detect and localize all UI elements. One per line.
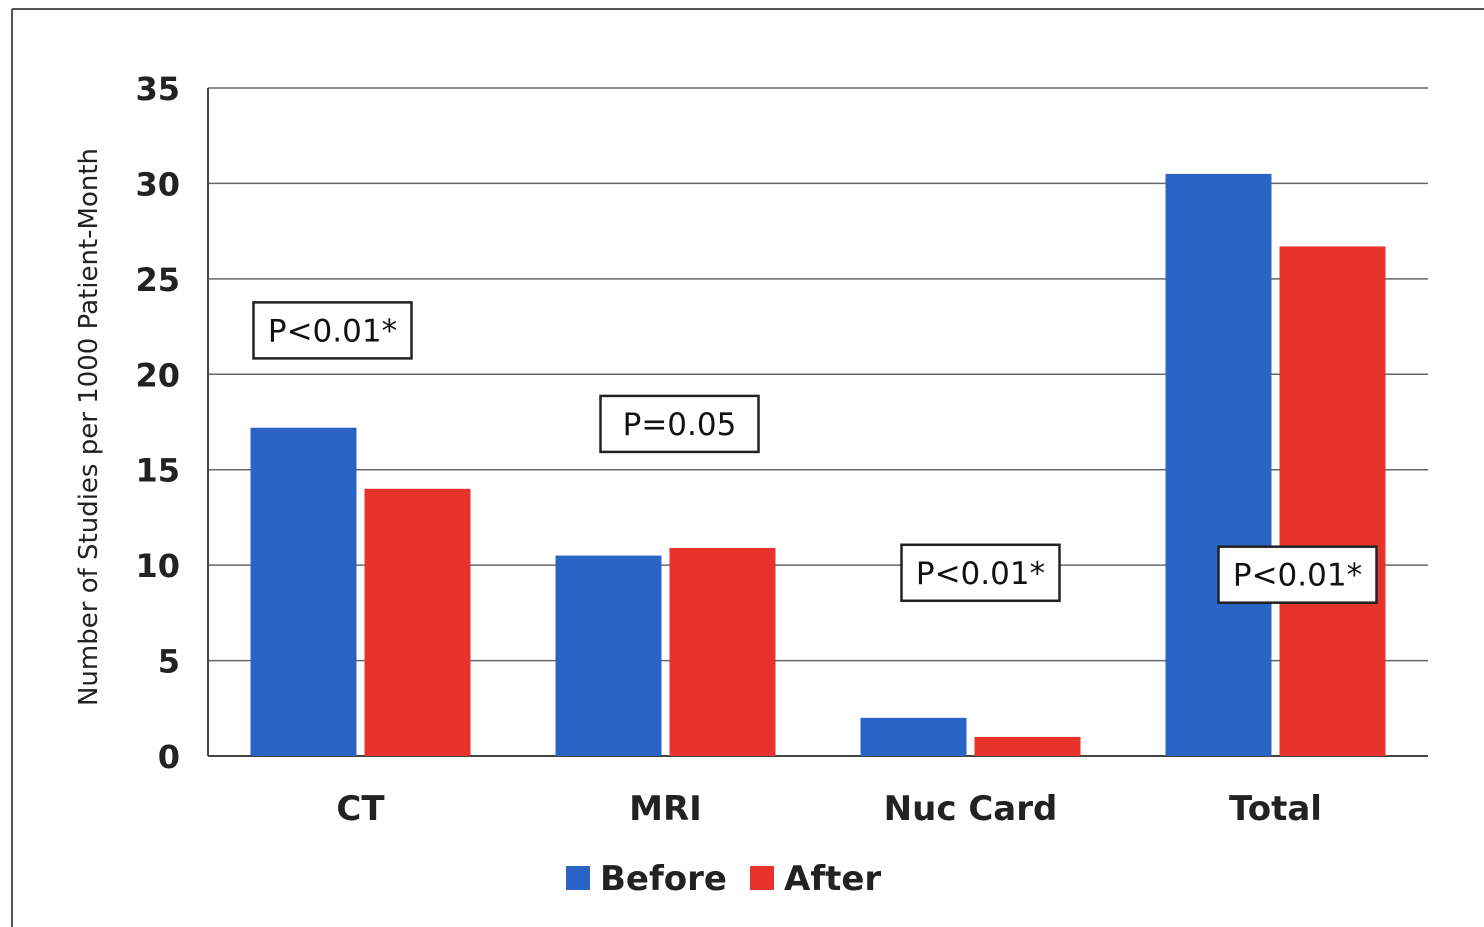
x-tick-label: Total: [1229, 789, 1322, 829]
x-tick-label: MRI: [629, 789, 702, 829]
p-value-box: [252, 301, 413, 360]
bar-before-ct: [250, 427, 357, 756]
p-value-label: P<0.01*: [268, 313, 397, 349]
y-tick-label: 10: [135, 547, 180, 585]
legend-swatch-before: [566, 866, 590, 890]
legend-label-before: Before: [600, 859, 727, 899]
bar-before-nuc-card: [860, 717, 967, 756]
legend-label-after: After: [784, 859, 881, 899]
p-value-box: [1217, 545, 1378, 604]
y-tick-label: 20: [135, 356, 180, 394]
p-value-label: P=0.05: [623, 407, 737, 443]
bar-after-mri: [669, 547, 776, 756]
y-tick-label: 5: [158, 643, 180, 681]
y-tick-label: 35: [135, 70, 180, 108]
bar-after-nuc-card: [974, 736, 1081, 756]
x-tick-label: CT: [336, 789, 385, 829]
p-value-label: P<0.01*: [916, 556, 1045, 592]
bar-before-mri: [555, 555, 662, 756]
legend-swatch-after: [750, 866, 774, 890]
p-value-box: [900, 543, 1061, 603]
y-axis-label: Number of Studies per 1000 Patient-Month: [74, 148, 104, 706]
y-tick-label: 25: [135, 261, 180, 299]
y-tick-label: 15: [135, 452, 180, 490]
y-tick-label: 0: [158, 738, 180, 776]
p-value-label: P<0.01*: [1233, 558, 1362, 594]
bar-before-total: [1165, 173, 1272, 756]
bar-after-total: [1279, 246, 1386, 756]
p-value-box: [599, 394, 760, 454]
y-tick-label: 30: [135, 165, 180, 203]
x-tick-label: Nuc Card: [884, 789, 1058, 829]
bar-after-ct: [364, 488, 471, 756]
